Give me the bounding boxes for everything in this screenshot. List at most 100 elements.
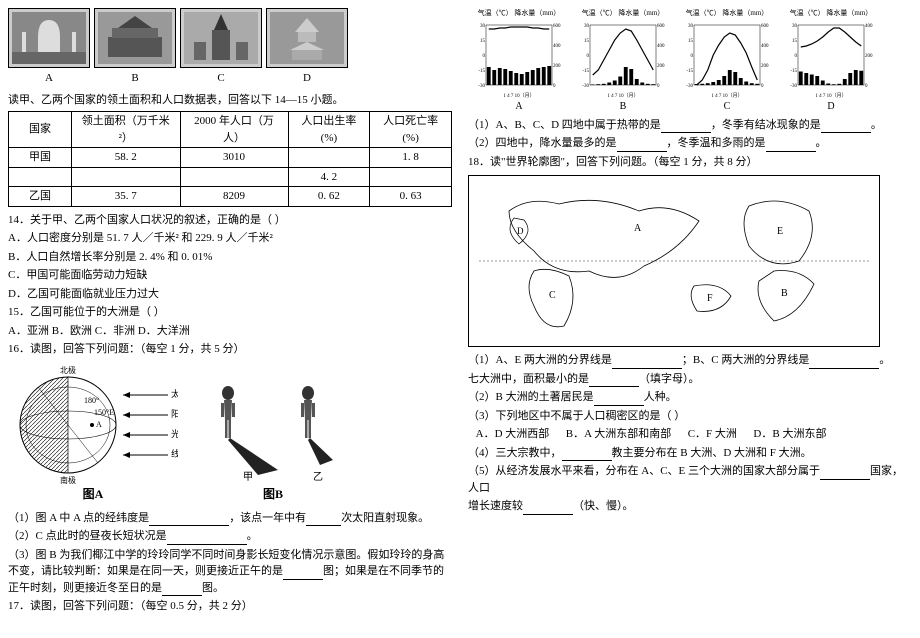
- axis-label: 气温（℃） 降水量（mm）: [478, 8, 561, 19]
- q18-5c-text: 增长速度较: [468, 500, 523, 512]
- thumbnail-labels: A B C D: [8, 70, 452, 87]
- q18-1e: （填字母）。: [639, 373, 700, 385]
- chart-label: D: [827, 99, 834, 114]
- svg-text:-30: -30: [478, 84, 485, 89]
- cell: 0. 63: [370, 187, 452, 207]
- q18-5-text: （5）从经济发展水平来看，分布在 A、C、E 三个大洲的国家大部分属于: [468, 465, 820, 477]
- blank[interactable]: [589, 374, 639, 387]
- q17-1-text: （1）A、B、C、D 四地中属于热带的是: [468, 119, 661, 131]
- svg-text:200: 200: [865, 54, 873, 59]
- svg-text:600: 600: [761, 24, 769, 29]
- svg-text:北极: 北极: [60, 365, 76, 375]
- prompt-14-15: 读甲、乙两个国家的领土面积和人口数据表，回答以下 14—15 小题。: [8, 92, 452, 109]
- blank[interactable]: [283, 567, 323, 580]
- q18-5c: 增长速度较（快、慢）。: [468, 498, 912, 515]
- axis-label: 气温（℃） 降水量（mm）: [686, 8, 769, 19]
- blank[interactable]: [612, 356, 682, 369]
- blank[interactable]: [167, 532, 247, 545]
- svg-text:A: A: [96, 420, 102, 429]
- svg-text:B: B: [781, 288, 788, 299]
- svg-text:30: 30: [584, 24, 590, 29]
- climate-chart-c: 气温（℃） 降水量（mm）-30-150153002004006001 4 7 …: [676, 8, 778, 114]
- blank[interactable]: [661, 120, 711, 133]
- cell: 35. 7: [72, 187, 181, 207]
- q14-b: B．人口自然增长率分别是 2. 4% 和 0. 01%: [8, 249, 452, 266]
- svg-text:0: 0: [761, 84, 764, 89]
- q17-2: （2）四地中，降水量最多的是，冬季温和多雨的是。: [468, 135, 912, 152]
- blank[interactable]: [617, 139, 667, 152]
- blank[interactable]: [562, 448, 612, 461]
- q16-1c: 次太阳直射现象。: [341, 512, 429, 524]
- svg-text:A: A: [634, 223, 642, 234]
- blank[interactable]: [149, 513, 229, 526]
- svg-text:0: 0: [553, 84, 556, 89]
- cell: 0. 62: [288, 187, 370, 207]
- blank[interactable]: [820, 467, 870, 480]
- svg-text:阳: 阳: [171, 409, 178, 419]
- q16-1b: ，该点一年中有: [229, 512, 306, 524]
- svg-text:0: 0: [483, 54, 486, 59]
- svg-text:30: 30: [688, 24, 694, 29]
- svg-text:200: 200: [761, 64, 769, 69]
- svg-text:线: 线: [171, 448, 178, 459]
- svg-text:400: 400: [865, 24, 873, 29]
- q17-2c: 。: [816, 137, 827, 149]
- svg-text:D: D: [517, 226, 524, 236]
- blank[interactable]: [594, 393, 644, 406]
- svg-text:1 4 7 10（月）: 1 4 7 10（月）: [711, 93, 742, 99]
- cell: [9, 167, 72, 187]
- q14-stem: 14．关于甲、乙两个国家人口状况的叙述，正确的是（ ）: [8, 212, 452, 229]
- cell: [370, 167, 452, 187]
- q16-3c: 图。: [202, 582, 224, 594]
- blank[interactable]: [162, 583, 202, 596]
- climate-chart-d: 气温（℃） 降水量（mm）-30-150153002004001 4 7 10（…: [780, 8, 882, 114]
- fig-a-title: 图A: [83, 485, 104, 503]
- climate-chart-a: 气温（℃） 降水量（mm）-30-150153002004006001 4 7 …: [468, 8, 570, 114]
- svg-text:200: 200: [657, 64, 665, 69]
- q18-2: （2）B 大洲的土著居民是人种。: [468, 389, 912, 406]
- svg-text:-30: -30: [790, 84, 797, 89]
- svg-text:太: 太: [171, 388, 178, 399]
- svg-text:1 4 7 10（月）: 1 4 7 10（月）: [607, 93, 638, 99]
- svg-text:0: 0: [587, 54, 590, 59]
- q16-2: （2）C 点此时的昼夜长短状况是。: [8, 528, 452, 545]
- blank[interactable]: [766, 139, 816, 152]
- svg-text:0: 0: [865, 84, 868, 89]
- thumb-c: [180, 8, 262, 68]
- cell: [288, 148, 370, 168]
- blank[interactable]: [821, 120, 871, 133]
- building-thumbnails: [8, 8, 452, 68]
- svg-text:15: 15: [792, 39, 798, 44]
- q18-2b: 人种。: [644, 391, 677, 403]
- blank[interactable]: [306, 513, 341, 526]
- q14-d: D．乙国可能面临就业压力过大: [8, 286, 452, 303]
- q18-1d-text: 七大洲中，面积最小的是: [468, 373, 589, 385]
- svg-text:400: 400: [657, 44, 665, 49]
- q18-1b: ；B、C 两大洲的分界线是: [682, 354, 809, 366]
- thumb-label-c: C: [180, 70, 262, 87]
- thumb-d: [266, 8, 348, 68]
- fig-b-title: 图B: [263, 485, 283, 503]
- svg-text:C: C: [549, 290, 556, 301]
- q18-1: （1）A、E 两大洲的分界线是；B、C 两大洲的分界线是。: [468, 352, 912, 369]
- blank[interactable]: [523, 502, 573, 515]
- th-death: 人口死亡率(%): [370, 112, 452, 148]
- svg-text:0: 0: [657, 84, 660, 89]
- axis-label: 气温（℃） 降水量（mm）: [790, 8, 873, 19]
- blank[interactable]: [809, 356, 879, 369]
- svg-text:600: 600: [657, 24, 665, 29]
- q18-stem: 18．读"世界轮廓图"，回答下列问题。（每空 1 分，共 8 分）: [468, 154, 912, 171]
- q18-1d: 七大洲中，面积最小的是 （填字母）。: [468, 371, 912, 388]
- figure-b: 甲 乙 图B: [188, 375, 358, 503]
- svg-text:400: 400: [761, 44, 769, 49]
- q18-3-opts: A．D 大洲西部 B．A 大洲东部和南部 C．F 大洲 D．B 大洲东部: [468, 426, 912, 443]
- th-area: 领土面积（万千米²）: [72, 112, 181, 148]
- svg-text:1 4 7 10（月）: 1 4 7 10（月）: [815, 93, 846, 99]
- svg-text:15: 15: [584, 39, 590, 44]
- cell: 3010: [180, 148, 288, 168]
- svg-text:-30: -30: [686, 84, 693, 89]
- thumb-label-a: A: [8, 70, 90, 87]
- thumb-label-b: B: [94, 70, 176, 87]
- svg-text:30: 30: [792, 24, 798, 29]
- axis-label: 气温（℃） 降水量（mm）: [582, 8, 665, 19]
